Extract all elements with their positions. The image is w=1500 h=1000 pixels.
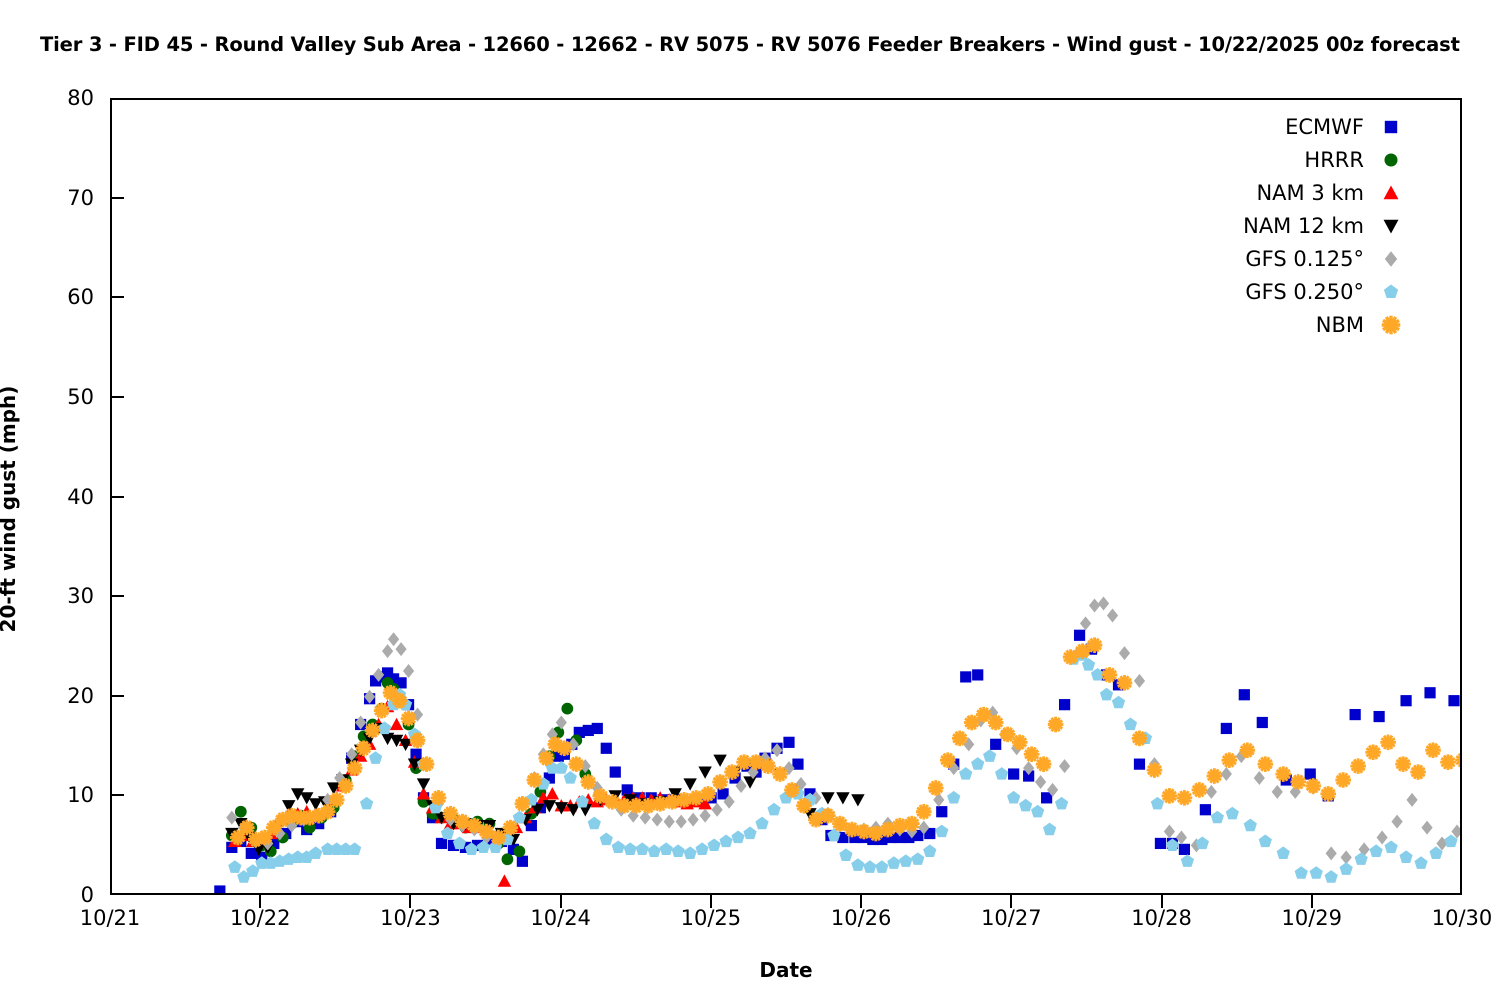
legend-item-hrrr[interactable]: HRRR bbox=[1180, 143, 1412, 176]
x-tick-label: 10/28 bbox=[1131, 906, 1192, 930]
y-tick-label: 70 bbox=[67, 185, 94, 210]
legend-label: NBM bbox=[1315, 312, 1364, 337]
x-axis-label: Date bbox=[759, 958, 813, 982]
y-tick-mark bbox=[110, 694, 124, 697]
y-tick-label: 60 bbox=[67, 285, 94, 310]
y-axis-label: 20-ft wind gust (mph) bbox=[0, 385, 20, 633]
legend-item-nam-12-km[interactable]: NAM 12 km bbox=[1180, 209, 1412, 242]
legend-marker-square-icon bbox=[1370, 116, 1412, 138]
x-tick-mark bbox=[1160, 895, 1163, 908]
x-tick-mark bbox=[860, 895, 863, 908]
legend-item-nam-3-km[interactable]: NAM 3 km bbox=[1180, 176, 1412, 209]
legend-label: ECMWF bbox=[1285, 114, 1364, 139]
legend-marker-diamond-icon bbox=[1370, 248, 1412, 270]
y-tick-mark bbox=[110, 196, 124, 199]
y-tick-mark bbox=[110, 794, 124, 797]
y-tick-label: 80 bbox=[67, 86, 94, 110]
x-tick-mark bbox=[409, 895, 412, 908]
x-tick-label: 10/27 bbox=[981, 906, 1042, 930]
x-tick-label: 10/22 bbox=[229, 906, 291, 930]
y-tick-mark bbox=[110, 395, 124, 398]
y-tick-label: 10 bbox=[67, 783, 94, 808]
legend-marker-circle-icon bbox=[1370, 149, 1412, 171]
legend-item-ecmwf[interactable]: ECMWF bbox=[1180, 110, 1412, 143]
y-tick-label: 20 bbox=[67, 683, 94, 708]
legend-marker-triangle-down-icon bbox=[1370, 215, 1412, 237]
x-tick-mark bbox=[559, 895, 562, 908]
x-tick-label: 10/29 bbox=[1281, 906, 1343, 930]
legend: ECMWF HRRR NAM 3 km NAM 12 km GFS 0.125° GFS … bbox=[1180, 110, 1412, 341]
legend-item-gfs-0-125-[interactable]: GFS 0.125° bbox=[1180, 242, 1412, 275]
x-tick-mark bbox=[1310, 895, 1313, 908]
x-tick-label: 10/23 bbox=[380, 906, 441, 930]
x-tick-label: 10/24 bbox=[530, 906, 591, 930]
y-tick-label: 40 bbox=[67, 484, 94, 509]
legend-label: HRRR bbox=[1304, 147, 1364, 172]
y-tick-mark bbox=[110, 495, 124, 498]
x-tick-label: 10/25 bbox=[680, 906, 742, 930]
y-tick-label: 0 bbox=[80, 883, 94, 907]
data-points-layer bbox=[214, 596, 1460, 893]
legend-marker-triangle-up-icon bbox=[1370, 182, 1412, 204]
x-tick-label: 10/21 bbox=[79, 906, 141, 930]
y-tick-mark bbox=[110, 595, 124, 598]
legend-label: NAM 3 km bbox=[1256, 180, 1364, 205]
legend-label: GFS 0.125° bbox=[1245, 246, 1364, 271]
plot-area bbox=[110, 98, 1462, 895]
x-tick-mark bbox=[259, 895, 262, 908]
legend-marker-asterisk-icon bbox=[1370, 314, 1412, 336]
x-tick-label: 10/30 bbox=[1431, 906, 1493, 930]
series-nbm bbox=[230, 637, 1460, 848]
legend-marker-pentagon-icon bbox=[1370, 281, 1412, 303]
chart-title: Tier 3 - FID 45 - Round Valley Sub Area … bbox=[40, 33, 1460, 56]
y-tick-label: 50 bbox=[67, 384, 94, 409]
x-tick-label: 10/26 bbox=[830, 906, 892, 930]
x-tick-mark bbox=[1010, 895, 1013, 908]
x-tick-mark bbox=[709, 895, 712, 908]
y-tick-label: 30 bbox=[67, 584, 94, 609]
y-tick-mark bbox=[110, 296, 124, 299]
legend-item-gfs-0-250-[interactable]: GFS 0.250° bbox=[1180, 275, 1412, 308]
legend-item-nbm[interactable]: NBM bbox=[1180, 308, 1412, 341]
series-ecmwf bbox=[214, 629, 1460, 893]
legend-label: GFS 0.250° bbox=[1245, 279, 1364, 304]
legend-label: NAM 12 km bbox=[1243, 213, 1364, 238]
